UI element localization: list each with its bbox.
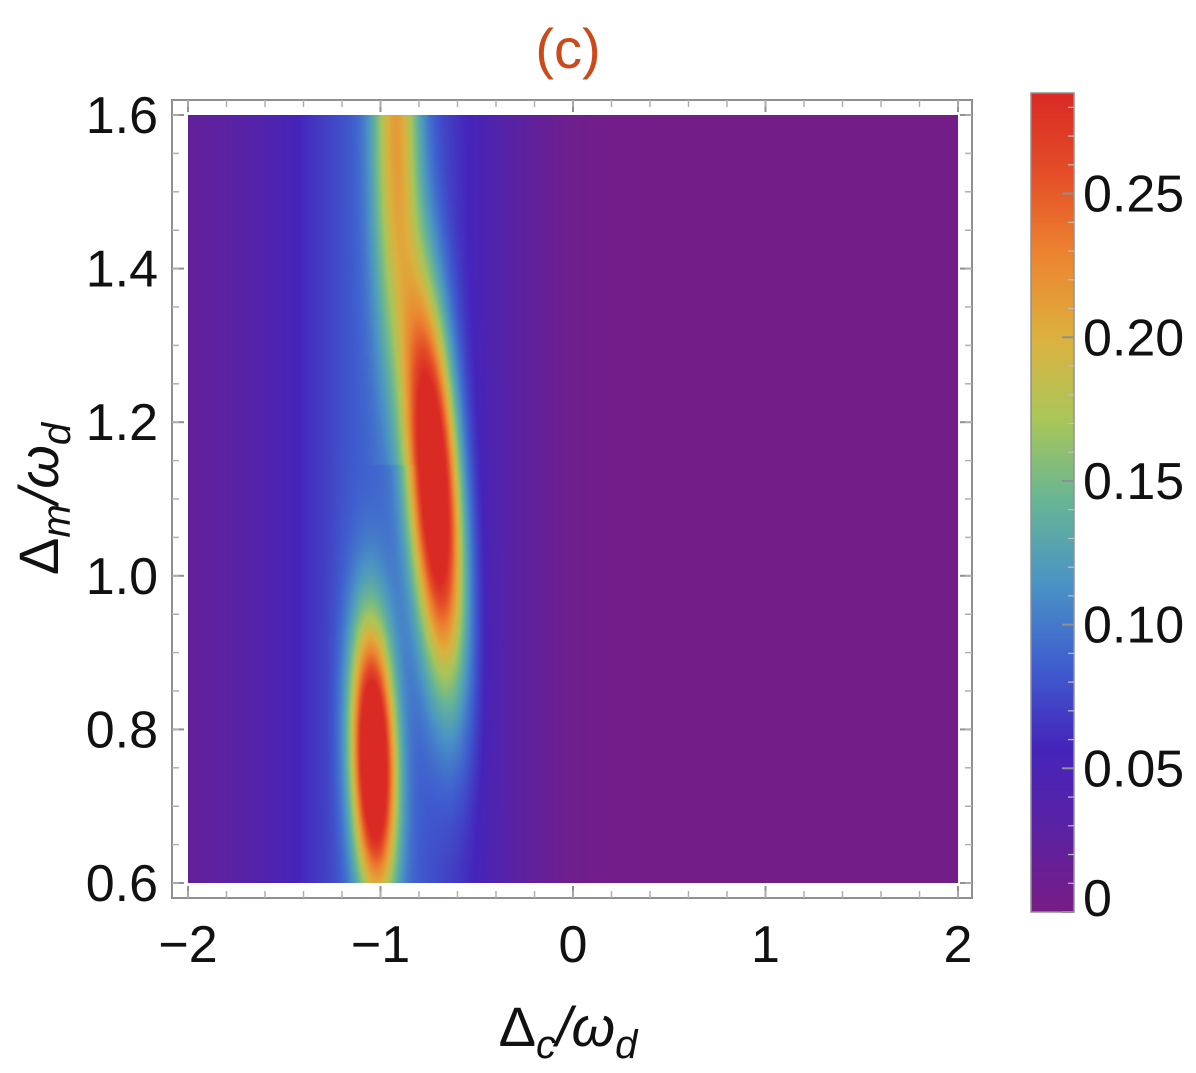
- x-tick-label: −2: [158, 916, 217, 974]
- x-axis-label-sub1: c: [536, 1023, 556, 1067]
- x-tick-label: 2: [944, 916, 973, 974]
- x-tick-label: −1: [351, 916, 410, 974]
- y-axis-label-sub1: m: [35, 504, 79, 537]
- y-tick-label: 1.2: [86, 394, 158, 452]
- colorbar-labels: 0 0.05 0.10 0.15 0.20 0.25: [1083, 166, 1184, 928]
- colorbar-tick-label: 0.15: [1083, 453, 1184, 511]
- x-tick-label: 1: [751, 916, 780, 974]
- x-tick-label: 0: [559, 916, 588, 974]
- colorbar-tick-label: 0.25: [1083, 166, 1184, 224]
- x-axis-label: Δc/ωd: [499, 995, 640, 1067]
- y-axis-label-slash: /ω: [7, 445, 70, 508]
- tick-labels: −2 −1 0 1 2 0.6 0.8 1.0 1.2 1.4 1.6: [86, 87, 973, 974]
- colorbar-tick-label: 0.10: [1083, 597, 1184, 655]
- colorbar-gradient: [1030, 92, 1075, 913]
- y-tick-label: 0.8: [86, 701, 158, 759]
- y-tick-label: 0.6: [86, 855, 158, 913]
- plot-area: [188, 115, 958, 883]
- x-axis-label-slash: /ω: [552, 995, 615, 1058]
- y-axis-label-main: Δ: [7, 538, 70, 575]
- colorbar-tick-label: 0.05: [1083, 740, 1184, 798]
- y-tick-label: 1.0: [86, 548, 158, 606]
- y-tick-label: 1.6: [86, 87, 158, 145]
- axis-ticks: [172, 100, 972, 898]
- chart-title: (c): [535, 17, 600, 80]
- x-axis-label-main: Δ: [499, 995, 536, 1058]
- y-tick-label: 1.4: [86, 241, 158, 299]
- colorbar-ticks: [1062, 106, 1074, 913]
- y-axis-label-sub2: d: [35, 421, 79, 445]
- colorbar-tick-label: 0.20: [1083, 309, 1184, 367]
- colorbar-tick-label: 0: [1083, 870, 1112, 928]
- y-axis-label: Δm/ωd: [7, 421, 79, 575]
- x-axis-label-sub2: d: [615, 1023, 639, 1067]
- heatmap-raster: [188, 115, 958, 883]
- colorbar: 0 0.05 0.10 0.15 0.20 0.25: [1030, 92, 1184, 928]
